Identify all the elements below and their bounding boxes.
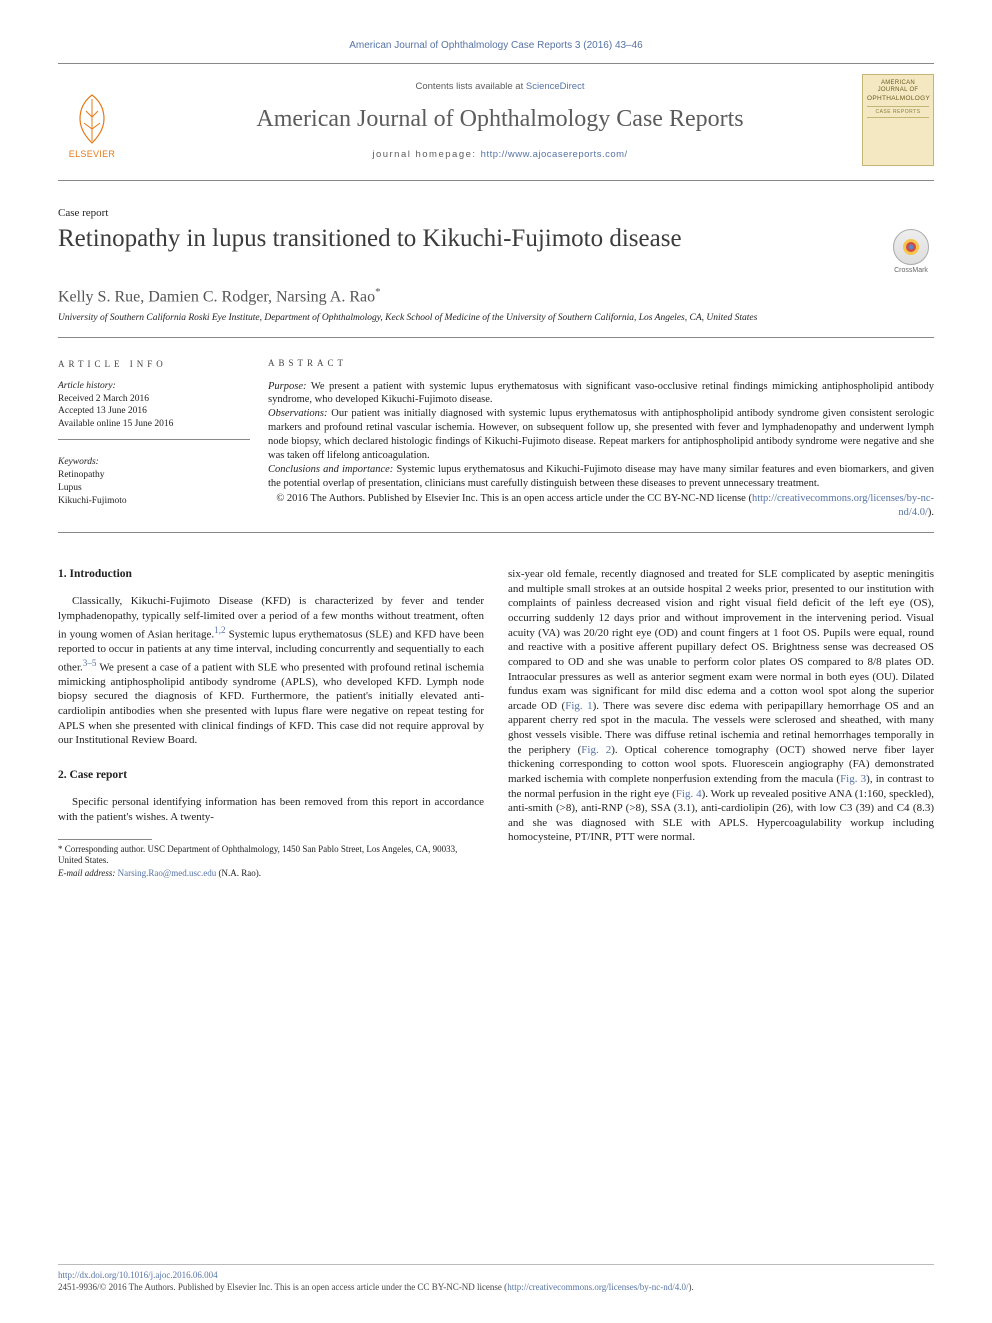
running-head-citation: American Journal of Ophthalmology Case R…: [58, 40, 934, 51]
article-info-heading: article info: [58, 358, 250, 370]
intro-text-3: We present a case of a patient with SLE …: [58, 661, 484, 746]
body-column-right: six-year old female, recently diagnosed …: [508, 567, 934, 879]
license-link[interactable]: http://creativecommons.org/licenses/by-n…: [752, 493, 934, 518]
body-column-left: 1. Introduction Classically, Kikuchi-Fuj…: [58, 567, 484, 879]
issn-text: 2451-9936/© 2016 The Authors. Published …: [58, 1282, 507, 1292]
email-owner: (N.A. Rao).: [218, 868, 261, 878]
journal-title: American Journal of Ophthalmology Case R…: [256, 106, 743, 133]
keywords-label: Keywords:: [58, 456, 250, 469]
keyword-3: Kikuchi-Fujimoto: [58, 495, 250, 508]
keyword-1: Retinopathy: [58, 469, 250, 482]
masthead-center: Contents lists available at ScienceDirec…: [138, 81, 862, 160]
copyright-text: © 2016 The Authors. Published by Elsevie…: [276, 493, 752, 504]
observations-label: Observations:: [268, 408, 328, 419]
received-date: Received 2 March 2016: [58, 393, 250, 406]
cover-line-1: AMERICAN: [867, 80, 929, 87]
fig-2-link[interactable]: Fig. 2: [581, 744, 611, 756]
homepage-url[interactable]: http://www.ajocasereports.com/: [481, 149, 628, 160]
article-body: 1. Introduction Classically, Kikuchi-Fuj…: [58, 567, 934, 879]
crossmark-label: CrossMark: [894, 267, 928, 274]
cover-line-3: OPHTHALMOLOGY: [867, 95, 929, 103]
corresponding-mark: *: [375, 286, 381, 298]
intro-paragraph: Classically, Kikuchi-Fujimoto Disease (K…: [58, 594, 484, 748]
fig-3-link[interactable]: Fig. 3: [840, 773, 866, 785]
case-paragraph-col1: Specific personal identifying informatio…: [58, 795, 484, 824]
footer-close: ).: [688, 1282, 693, 1292]
homepage-label: journal homepage:: [372, 149, 480, 160]
fig-1-link[interactable]: Fig. 1: [565, 700, 592, 712]
abstract-conclusions: Conclusions and importance: Systemic lup…: [268, 463, 934, 491]
abstract-heading: abstract: [268, 358, 934, 370]
journal-cover-thumbnail: AMERICAN JOURNAL OF OPHTHALMOLOGY CASE R…: [862, 74, 934, 166]
history-label: Article history:: [58, 380, 250, 393]
article-type: Case report: [58, 207, 934, 219]
case-text-a: six-year old female, recently diagnosed …: [508, 568, 934, 712]
abstract-purpose: Purpose: We present a patient with syste…: [268, 380, 934, 408]
accepted-date: Accepted 13 June 2016: [58, 405, 250, 418]
authors: Kelly S. Rue, Damien C. Rodger, Narsing …: [58, 288, 375, 305]
keywords-block: Keywords: Retinopathy Lupus Kikuchi-Fuji…: [58, 456, 250, 507]
footnote-rule: [58, 839, 152, 840]
email-label: E-mail address:: [58, 868, 115, 878]
publisher-logo: ELSEVIER: [58, 81, 126, 159]
crossmark-badge[interactable]: CrossMark: [888, 229, 934, 274]
purpose-text: We present a patient with systemic lupus…: [268, 381, 934, 406]
purpose-label: Purpose:: [268, 381, 307, 392]
journal-homepage-line: journal homepage: http://www.ajocaserepo…: [372, 149, 627, 160]
issn-copyright: 2451-9936/© 2016 The Authors. Published …: [58, 1281, 934, 1293]
journal-masthead: ELSEVIER Contents lists available at Sci…: [58, 63, 934, 181]
cover-line-4: CASE REPORTS: [867, 106, 929, 118]
author-list: Kelly S. Rue, Damien C. Rodger, Narsing …: [58, 286, 934, 306]
abstract-observations: Observations: Our patient was initially …: [268, 407, 934, 462]
case-paragraph-col2: six-year old female, recently diagnosed …: [508, 567, 934, 845]
crossmark-icon: [893, 229, 929, 265]
article-info-abstract-row: article info Article history: Received 2…: [58, 338, 934, 533]
article-history: Article history: Received 2 March 2016 A…: [58, 380, 250, 440]
contents-prefix: Contents lists available at: [416, 81, 526, 92]
doi-link[interactable]: http://dx.doi.org/10.1016/j.ajoc.2016.06…: [58, 1269, 934, 1281]
contents-available-line: Contents lists available at ScienceDirec…: [416, 81, 585, 92]
section-1-heading: 1. Introduction: [58, 567, 484, 582]
fig-4-link[interactable]: Fig. 4: [676, 788, 702, 800]
observations-text: Our patient was initially diagnosed with…: [268, 408, 934, 461]
section-2-heading: 2. Case report: [58, 768, 484, 783]
online-date: Available online 15 June 2016: [58, 418, 250, 431]
ref-link-3-5[interactable]: 3–5: [83, 658, 97, 668]
ref-link-1-2[interactable]: 1,2: [214, 625, 225, 635]
page-footer: http://dx.doi.org/10.1016/j.ajoc.2016.06…: [58, 1264, 934, 1293]
elsevier-tree-icon: [66, 91, 118, 147]
keyword-2: Lupus: [58, 482, 250, 495]
article-info-column: article info Article history: Received 2…: [58, 338, 268, 520]
copyright-close: ).: [928, 507, 934, 518]
article-title: Retinopathy in lupus transitioned to Kik…: [58, 225, 888, 253]
title-row: Retinopathy in lupus transitioned to Kik…: [58, 225, 934, 274]
publisher-name: ELSEVIER: [69, 149, 115, 159]
cover-line-2: JOURNAL OF: [867, 87, 929, 94]
conclusions-label: Conclusions and importance:: [268, 464, 393, 475]
sciencedirect-link[interactable]: ScienceDirect: [526, 81, 585, 92]
corresponding-author-footnote: * Corresponding author. USC Department o…: [58, 844, 484, 867]
email-footnote: E-mail address: Narsing.Rao@med.usc.edu …: [58, 868, 484, 880]
abstract-column: abstract Purpose: We present a patient w…: [268, 338, 934, 520]
footer-license-link[interactable]: http://creativecommons.org/licenses/by-n…: [507, 1282, 688, 1292]
author-email[interactable]: Narsing.Rao@med.usc.edu: [118, 868, 217, 878]
affiliation: University of Southern California Roski …: [58, 312, 934, 337]
abstract-copyright: © 2016 The Authors. Published by Elsevie…: [268, 492, 934, 520]
